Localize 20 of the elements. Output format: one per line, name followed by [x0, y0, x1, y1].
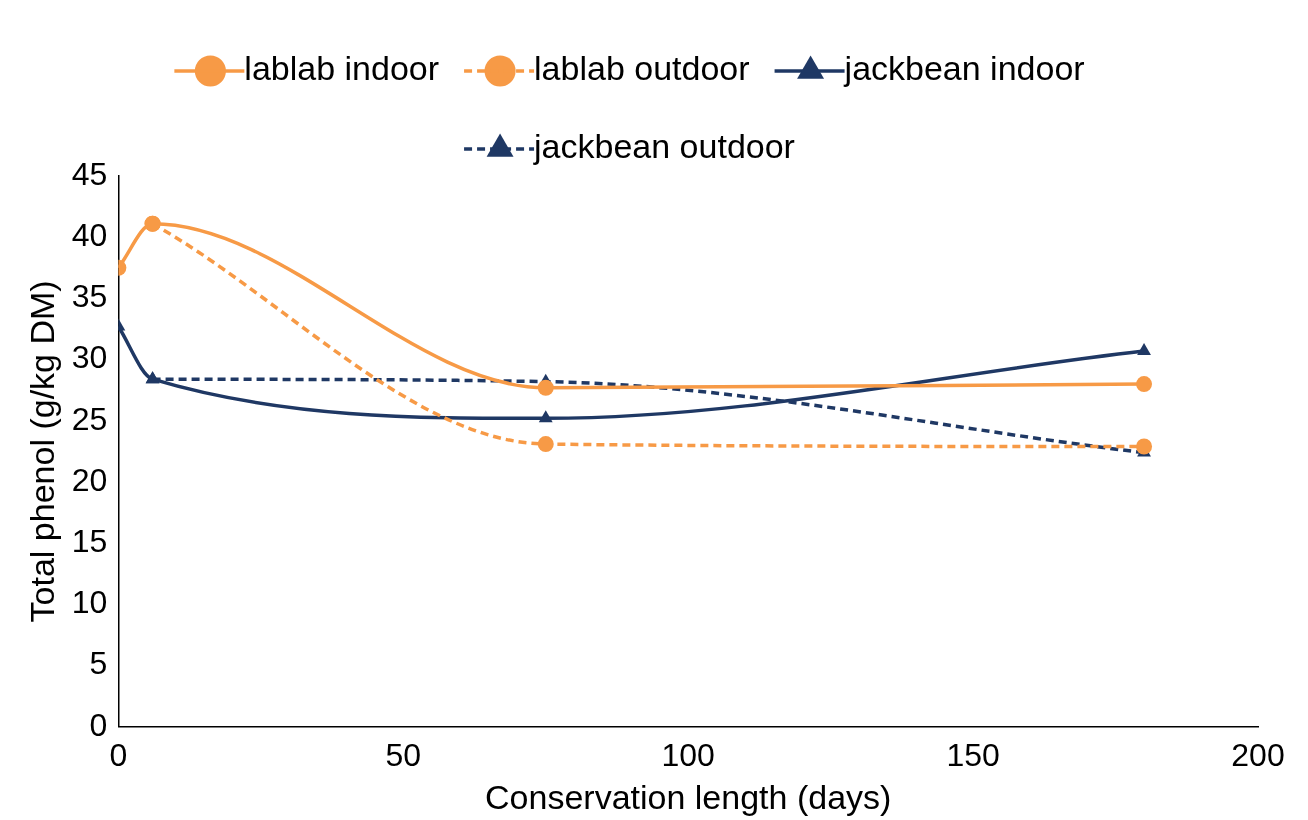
- y-tick-label: 20: [71, 461, 108, 498]
- y-tick-label: 45: [71, 155, 108, 192]
- legend-label: lablab outdoor: [534, 49, 750, 88]
- y-tick-label: 30: [71, 339, 108, 376]
- y-tick-label: 5: [89, 645, 108, 682]
- x-axis-title: Conservation length (days): [485, 777, 892, 816]
- legend-label: jackbean outdoor: [533, 127, 795, 166]
- y-tick-label: 25: [71, 400, 108, 437]
- legend-label: jackbean indoor: [843, 49, 1085, 88]
- legend-label: lablab indoor: [244, 49, 440, 88]
- x-tick-label: 50: [385, 736, 422, 773]
- x-tick-label: 200: [1231, 736, 1285, 773]
- x-tick-label: 100: [661, 736, 715, 773]
- y-tick-label: 10: [71, 584, 108, 621]
- y-tick-label: 0: [89, 706, 108, 743]
- y-tick-label: 15: [71, 523, 108, 560]
- y-tick-label: 35: [71, 278, 108, 315]
- x-tick-label: 150: [946, 736, 1000, 773]
- y-axis-title: Total phenol (g/kg DM): [22, 280, 61, 623]
- y-tick-label: 40: [71, 217, 108, 254]
